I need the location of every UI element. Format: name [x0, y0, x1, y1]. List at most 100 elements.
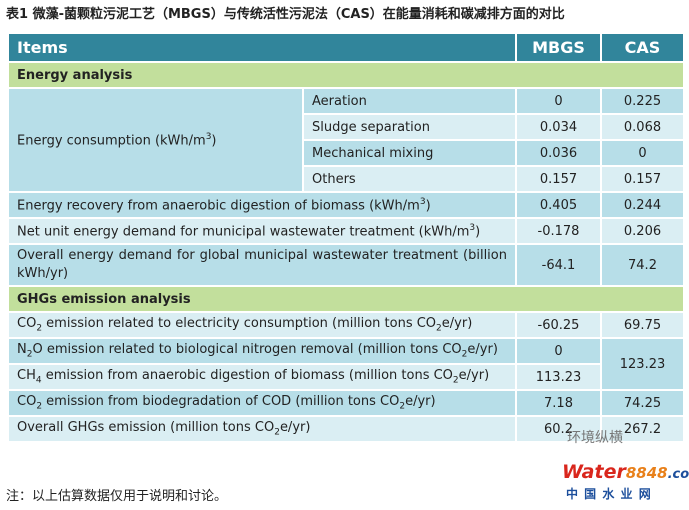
label-part: ): [475, 224, 481, 240]
label-part: 2: [436, 323, 442, 334]
cell-value: 74.2: [600, 243, 685, 287]
label-part: Net unit energy demand for municipal was…: [17, 224, 470, 240]
cell-value: 0: [600, 139, 685, 167]
sub-label: Aeration: [302, 87, 517, 115]
label-part: 3: [469, 222, 476, 233]
section-title: GHGs emission analysis: [7, 285, 685, 313]
label-part: 2: [452, 375, 459, 386]
header-cell: Items: [7, 32, 517, 63]
data-row: CH4 emission from anaerobic digestion of…: [7, 363, 684, 391]
row-label: N2O emission related to biological nitro…: [7, 337, 517, 365]
logo-text: .com: [667, 467, 689, 482]
label-part: 2: [26, 349, 33, 360]
cell-value: 0.157: [600, 165, 685, 193]
label-part: Overall energy demand for global municip…: [17, 248, 507, 281]
comparison-table: Items MBGS CAS Energy analysis Energy con…: [7, 32, 685, 443]
table-title: 表1 微藻-菌颗粒污泥工艺（MBGS）与传统活性污泥法（CAS）在能量消耗和碳减…: [6, 7, 565, 22]
label-part: 4: [35, 375, 42, 386]
cell-value: 0.244: [600, 191, 685, 219]
data-row: CO2 emission related to electricity cons…: [7, 311, 685, 339]
cell-value: 0.157: [515, 165, 602, 193]
label-part: 2: [36, 323, 43, 334]
row-label: Energy consumption (kWh/m3): [7, 87, 304, 193]
label-part: 3: [419, 196, 426, 207]
label-part: e/yr): [467, 342, 498, 358]
cell-value: 0.405: [515, 191, 602, 219]
row-label: Overall GHGs emission (million tons CO2e…: [7, 415, 517, 443]
cell-value: 123.23: [600, 337, 685, 391]
data-row: CO2 emission from biodegradation of COD …: [7, 389, 685, 417]
data-row: Energy recovery from anaerobic digestion…: [7, 191, 685, 219]
logo-text: Water: [562, 461, 626, 483]
label-part: CO: [17, 316, 37, 332]
sub-label: Sludge separation: [302, 113, 517, 141]
cell-value: 74.25: [600, 389, 685, 417]
label-part: Overall GHGs emission (million tons CO: [17, 420, 275, 436]
cell-value: 0.068: [600, 113, 685, 141]
label-part: 3: [205, 131, 212, 142]
cell-value: 113.23: [515, 363, 602, 391]
label-part: N: [17, 342, 27, 358]
table-body: Energy analysis Energy consumption (kWh/m…: [7, 61, 685, 443]
cell-value: 69.75: [600, 311, 685, 339]
header-cell: MBGS: [515, 32, 602, 63]
data-row: Overall energy demand for global municip…: [7, 243, 685, 287]
row-label: CO2 emission related to electricity cons…: [7, 311, 517, 339]
data-row: Energy consumption (kWh/m3) Aeration 0 0.22…: [7, 87, 685, 193]
cell-value: -0.178: [515, 217, 602, 245]
row-label: Net unit energy demand for municipal was…: [7, 217, 517, 245]
label-part: O emission related to biological nitroge…: [32, 342, 462, 358]
data-row: Others 0.157 0.157: [8, 165, 685, 193]
label-part: 2: [274, 427, 280, 438]
section-title: Energy analysis: [7, 61, 685, 89]
cell-value: -60.25: [515, 311, 602, 339]
logo-text: 8848: [625, 464, 668, 482]
row-label: Energy recovery from anaerobic digestion…: [7, 191, 517, 219]
label-part: 2: [461, 349, 468, 360]
sub-label: Others: [302, 165, 517, 193]
cell-value: 0.206: [600, 217, 685, 245]
cell-value: 7.18: [515, 389, 602, 417]
label-part: e/yr): [405, 394, 436, 410]
label-part: ): [211, 133, 217, 149]
section-row: GHGs emission analysis: [7, 285, 685, 313]
cell-value: 0.225: [600, 87, 685, 115]
row-label: CH4 emission from anaerobic digestion of…: [7, 363, 517, 391]
label-part: Energy recovery from anaerobic digestion…: [17, 198, 420, 214]
label-part: Energy consumption (kWh/m: [17, 133, 206, 149]
row-label: CO2 emission from biodegradation of COD …: [7, 389, 517, 417]
data-row: N2O emission related to biological nitro…: [7, 337, 685, 391]
cell-value: 267.2: [600, 415, 685, 443]
data-row: Mechanical mixing 0.036 0: [8, 139, 685, 167]
header-row: Items MBGS CAS: [7, 32, 685, 63]
row-label: Overall energy demand for global municip…: [7, 243, 517, 287]
logo: Water8848.com: [562, 461, 689, 483]
label-part: CH: [17, 368, 36, 384]
cell-value: 0.036: [515, 139, 602, 167]
cell-value: -64.1: [515, 243, 602, 287]
data-row: Net unit energy demand for municipal was…: [7, 217, 685, 245]
cell-value: 0: [515, 337, 602, 365]
label-part: ): [425, 198, 431, 214]
cell-value: 60.2: [515, 415, 602, 443]
section-row: Energy analysis: [7, 61, 685, 89]
label-part: CO: [17, 394, 37, 410]
label-part: 2: [399, 401, 406, 412]
data-row: Sludge separation 0.034 0.068: [8, 113, 685, 141]
note: 注：以上估算数据仅用于说明和讨论。: [6, 489, 228, 504]
label-part: e/yr): [441, 316, 473, 332]
watermark: 环境纵横: [567, 430, 623, 446]
cell-value: 0: [515, 87, 602, 115]
label-part: 2: [36, 401, 43, 412]
label-part: e/yr): [279, 420, 311, 436]
cell-value: 0.034: [515, 113, 602, 141]
label-part: e/yr): [458, 368, 490, 384]
data-row: Overall GHGs emission (million tons CO2e…: [7, 415, 685, 443]
label-part: emission from biodegradation of COD (mil…: [42, 394, 400, 410]
sub-label: Mechanical mixing: [302, 139, 517, 167]
label-part: emission related to electricity consumpt…: [42, 316, 437, 332]
site-name: 中 国 水 业 网: [566, 487, 652, 501]
header-cell: CAS: [600, 32, 685, 63]
label-part: emission from anaerobic digestion of bio…: [41, 368, 453, 384]
